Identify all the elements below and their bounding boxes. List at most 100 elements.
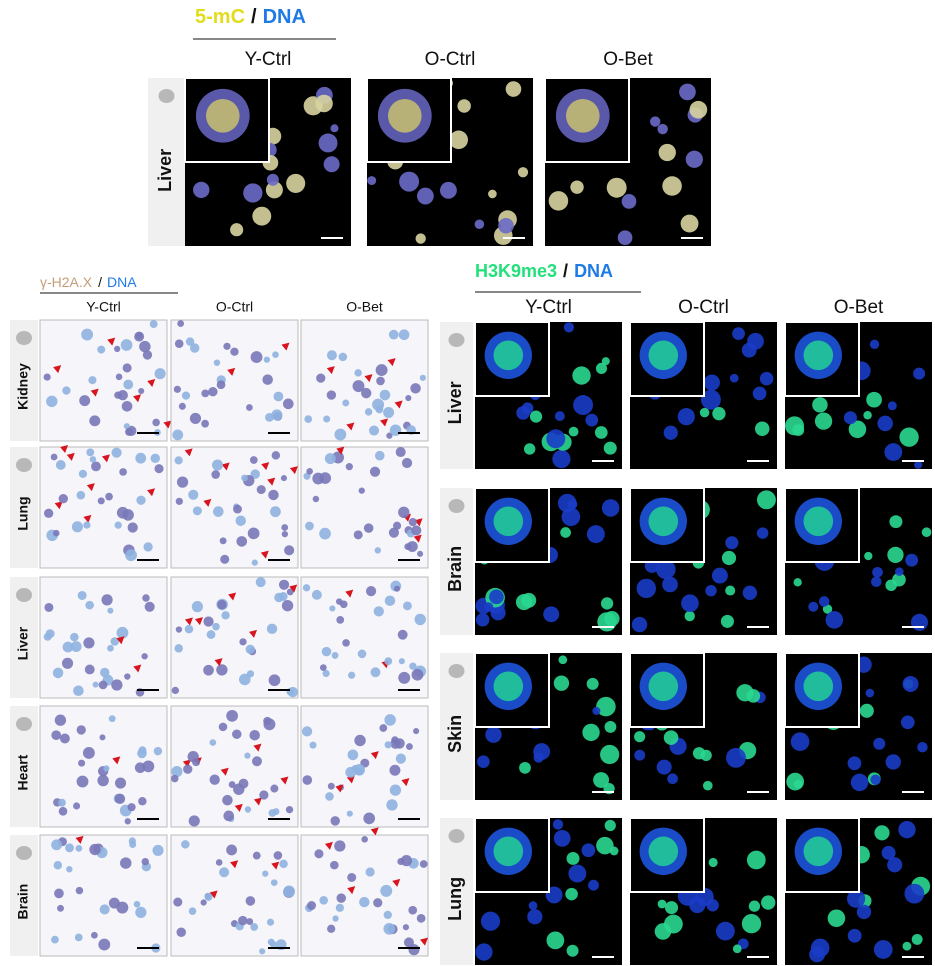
nucleus [238, 778, 249, 789]
nucleus [917, 741, 928, 753]
nucleus [70, 641, 82, 652]
nucleus [212, 622, 220, 631]
nucleus [864, 551, 873, 561]
nucleus [399, 171, 420, 192]
nucleus [372, 398, 385, 411]
nucleus [529, 410, 543, 423]
nucleus [218, 722, 228, 732]
nucleus [342, 639, 350, 647]
inset-nucleus [803, 506, 834, 537]
nucleus [662, 176, 682, 196]
row-label: Heart [15, 754, 31, 790]
nucleus [176, 476, 189, 488]
micrograph [474, 321, 622, 469]
nucleus [171, 765, 183, 778]
nucleus [185, 337, 195, 346]
arrowhead [163, 420, 172, 429]
nucleus [284, 545, 295, 556]
nucleus [895, 567, 904, 576]
nucleus [523, 443, 536, 455]
nucleus [323, 415, 331, 423]
nucleus [398, 506, 410, 519]
nucleus [305, 521, 314, 531]
inset-nucleus [566, 99, 600, 133]
nucleus [89, 456, 97, 463]
nucleus [847, 928, 862, 943]
column-label: O-Ctrl [425, 49, 476, 70]
organ-icon [448, 829, 465, 843]
inset-nucleus [388, 99, 422, 133]
nucleus [408, 944, 420, 956]
micrograph [784, 652, 932, 800]
nucleus [46, 395, 58, 408]
column-label: O-Bet [834, 297, 884, 318]
nucleus [415, 233, 426, 244]
nucleus [142, 594, 150, 602]
inset-nucleus [648, 836, 679, 867]
nucleus [55, 460, 66, 470]
arrowhead [392, 878, 401, 887]
nucleus [736, 684, 754, 702]
nucleus [192, 758, 201, 767]
nucleus [204, 892, 213, 901]
nucleus [677, 408, 695, 426]
row-label: Liver [15, 626, 31, 660]
nucleus [143, 542, 153, 552]
row-label-box [148, 78, 185, 246]
nucleus [601, 357, 610, 366]
nucleus [271, 409, 283, 421]
nucleus [586, 525, 605, 544]
arrowhead [230, 860, 239, 869]
nucleus [58, 798, 66, 807]
nucleus [595, 362, 608, 374]
separator: / [98, 274, 102, 290]
nucleus [268, 489, 279, 501]
nucleus [756, 527, 769, 539]
arrowhead [227, 367, 236, 376]
nucleus [859, 703, 874, 718]
nucleus [384, 741, 392, 749]
nucleus [75, 844, 83, 852]
nucleus [548, 191, 569, 211]
arrowhead [116, 636, 125, 645]
nucleus [268, 674, 281, 687]
nucleus [256, 485, 266, 495]
nucleus [142, 350, 153, 360]
nucleus [83, 521, 91, 529]
nucleus [657, 899, 667, 909]
nucleus [89, 843, 101, 856]
nucleus [135, 906, 147, 918]
inset-nucleus [648, 671, 679, 702]
nucleus [124, 673, 131, 680]
nucleus [617, 230, 633, 246]
arrowhead [133, 394, 142, 403]
nucleus [304, 415, 313, 423]
nucleus [850, 773, 869, 792]
nucleus [133, 900, 141, 908]
arrowhead [401, 778, 410, 787]
nucleus [384, 595, 396, 606]
nucleus [332, 915, 339, 922]
nucleus [477, 755, 490, 769]
nucleus [386, 432, 393, 439]
nucleus [71, 521, 83, 533]
micrograph [170, 705, 299, 828]
nucleus [281, 599, 294, 612]
nucleus [369, 466, 381, 477]
nucleus [370, 667, 381, 678]
nucleus [402, 924, 410, 931]
nucleus [885, 754, 901, 770]
arrowhead [370, 827, 379, 836]
nucleus [365, 867, 375, 877]
nucleus [680, 214, 699, 233]
nucleus [188, 907, 197, 915]
nucleus [239, 673, 251, 686]
nucleus [246, 404, 253, 411]
nucleus [88, 376, 97, 385]
nucleus [306, 468, 313, 475]
nucleus [572, 366, 591, 385]
nucleus [65, 843, 74, 853]
nucleus [416, 187, 434, 205]
micrograph [784, 817, 932, 965]
nucleus [386, 799, 398, 811]
